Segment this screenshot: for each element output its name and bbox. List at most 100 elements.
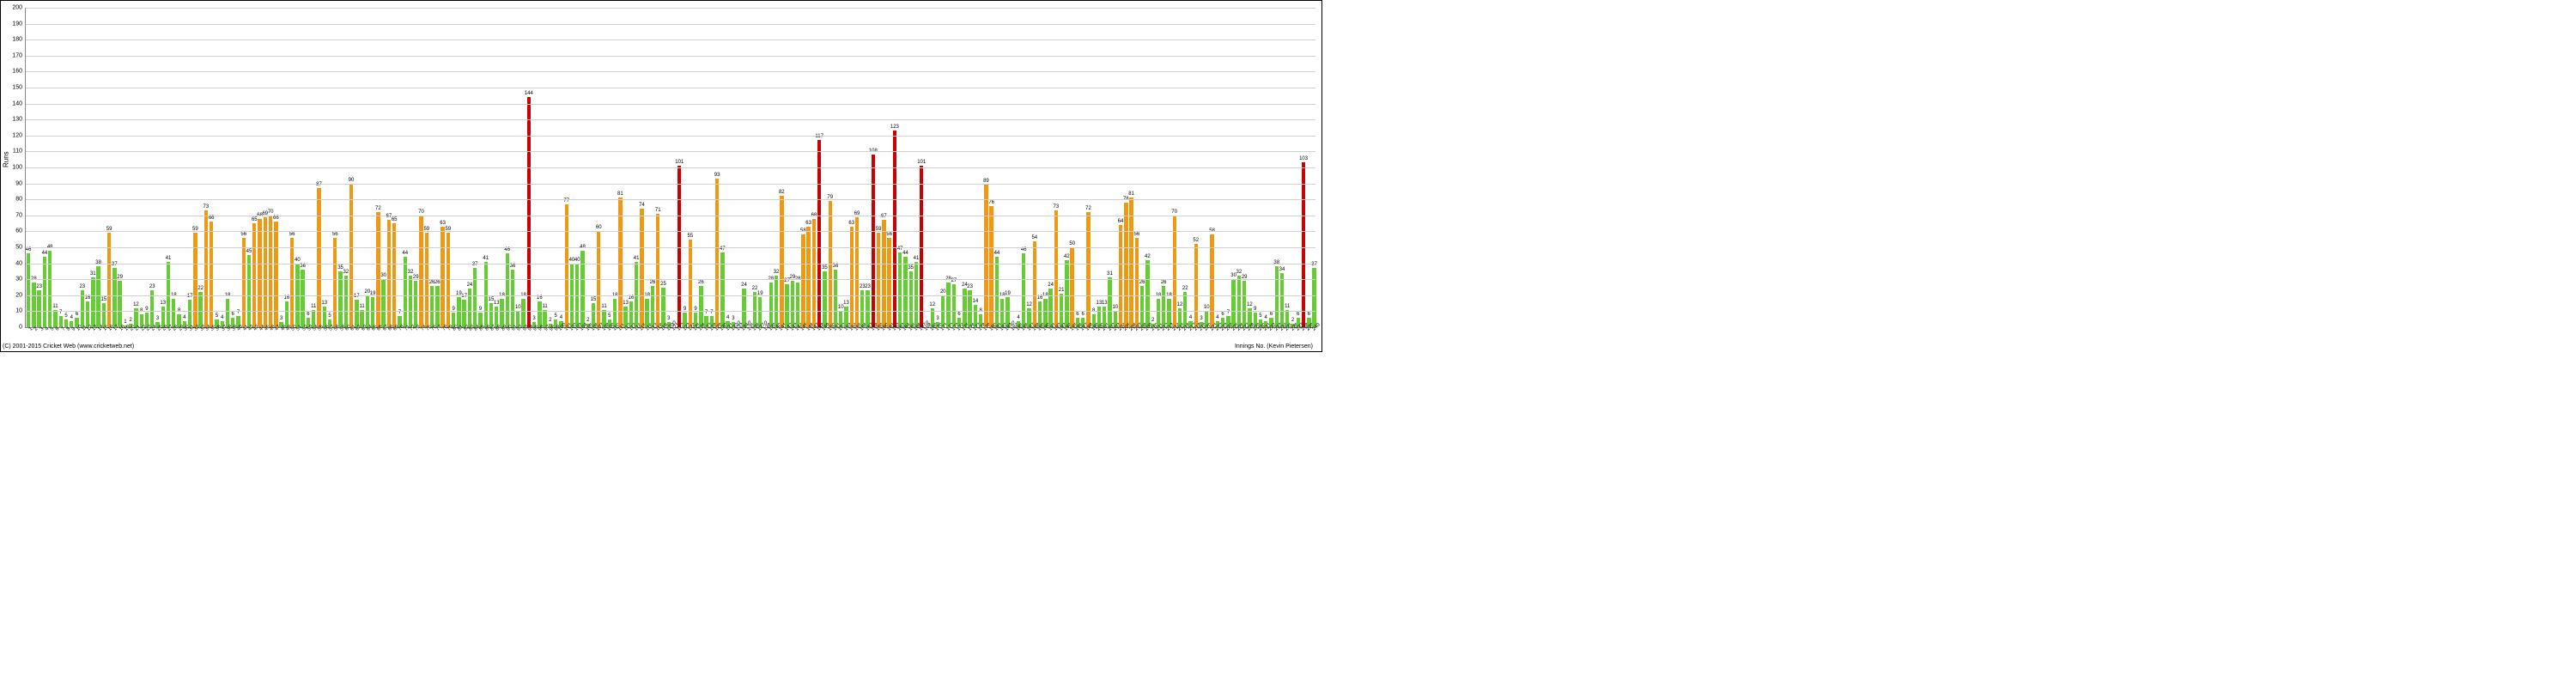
y-tick-label: 170	[12, 52, 26, 58]
runs-bar-chart: 4612822334444851167758496102311161231133…	[0, 0, 1322, 352]
bar: 76	[989, 206, 993, 327]
y-tick-label: 20	[15, 292, 26, 298]
gridline	[26, 279, 1315, 280]
y-tick-label: 150	[12, 85, 26, 91]
bar: 44	[43, 257, 46, 327]
bar-value-label: 5	[608, 313, 611, 319]
bar: 32	[1237, 276, 1241, 327]
bar-value-label: 6	[1270, 312, 1273, 318]
bar: 29	[414, 281, 417, 327]
bar-value-label: 6	[1221, 312, 1224, 318]
gridline	[26, 167, 1315, 168]
bar: 37	[473, 268, 477, 327]
y-axis-label: Runs	[3, 151, 10, 167]
bar: 26	[435, 286, 439, 327]
x-axis-label: Innings No. (Kevin Pietersen)	[1235, 344, 1313, 350]
bar: 42	[1065, 260, 1068, 327]
bar: 63	[440, 227, 444, 327]
bar: 44	[404, 257, 407, 327]
bar: 108	[872, 155, 875, 327]
bar: 73	[1054, 210, 1058, 327]
bar-value-label: 5	[64, 313, 67, 319]
bar: 117	[817, 140, 821, 327]
bar: 36	[301, 270, 304, 327]
gridline	[26, 56, 1315, 57]
bar: 44	[903, 257, 907, 327]
bar: 78	[1124, 203, 1127, 327]
bar: 93	[715, 179, 719, 327]
bar-value-label: 4	[221, 315, 223, 321]
gridline	[26, 104, 1315, 105]
bar: 87	[317, 188, 320, 327]
y-tick-label: 180	[12, 37, 26, 43]
bar: 31	[91, 277, 94, 327]
bar-value-label: 5	[554, 313, 556, 319]
bar: 30	[381, 279, 385, 327]
bar: 31	[1108, 277, 1111, 327]
bar-value-label: 4	[1216, 315, 1218, 321]
y-tick-label: 120	[12, 132, 26, 138]
bar-value-label: 4	[1265, 315, 1267, 321]
y-tick-label: 100	[12, 165, 26, 171]
bar-value-label: 4	[1017, 315, 1019, 321]
y-tick-label: 90	[15, 180, 26, 186]
bar: 52	[1194, 244, 1198, 327]
bar: 58	[1210, 234, 1213, 327]
bar: 36	[511, 270, 514, 327]
y-tick-label: 140	[12, 100, 26, 106]
bar: 55	[689, 240, 692, 327]
y-tick-label: 190	[12, 21, 26, 27]
bar: 63	[850, 227, 854, 327]
bar: 48	[580, 251, 584, 327]
bar-value-label: 6	[232, 312, 234, 318]
bar-value-label: 6	[1076, 312, 1078, 318]
bar: 56	[333, 238, 337, 327]
bar: 103	[1302, 162, 1305, 327]
y-tick-label: 110	[13, 149, 26, 155]
bar: 45	[247, 255, 251, 327]
gridline	[26, 199, 1315, 200]
bar: 144	[527, 97, 531, 327]
y-tick-label: 70	[15, 212, 26, 218]
bar: 123	[893, 131, 896, 327]
gridline	[26, 151, 1315, 152]
bar: 28	[32, 283, 35, 327]
bar: 72	[1086, 212, 1090, 327]
y-tick-label: 10	[15, 308, 26, 314]
bar-value-label: 4	[1189, 315, 1192, 321]
bar-value-label: 4	[70, 315, 73, 321]
y-tick-label: 60	[15, 228, 26, 234]
bar: 77	[565, 204, 568, 327]
gridline	[26, 231, 1315, 232]
plot-area: 4612822334444851167758496102311161231133…	[25, 8, 1315, 328]
gridline	[26, 247, 1315, 248]
bar: 30	[1231, 279, 1235, 327]
gridline	[26, 295, 1315, 296]
bar-value-label: 3	[156, 316, 159, 322]
y-tick-label: 0	[19, 325, 26, 331]
bar: 37	[112, 268, 116, 327]
bar: 46	[506, 253, 509, 327]
bar: 26	[430, 286, 434, 327]
bar: 42	[1145, 260, 1149, 327]
y-tick-label: 50	[15, 245, 26, 251]
bar: 90	[349, 184, 353, 327]
bar-value-label: 6	[307, 312, 309, 318]
gridline	[26, 8, 1315, 9]
bar: 32	[409, 276, 412, 327]
bar: 38	[96, 266, 100, 327]
bar: 63	[806, 227, 810, 327]
bar: 46	[27, 253, 30, 327]
bar: 34	[1280, 273, 1284, 327]
bar: 54	[1033, 241, 1036, 327]
gridline	[26, 311, 1315, 312]
bar-value-label: 6	[1297, 312, 1299, 318]
bar-value-label: 4	[183, 315, 185, 321]
bar: 56	[1135, 238, 1139, 327]
bar-value-label: 5	[328, 313, 331, 319]
bar: 38	[1275, 266, 1279, 327]
bar: 32	[775, 276, 778, 327]
bar-value-label: 6	[76, 312, 78, 318]
copyright-text: (C) 2001-2015 Cricket Web (www.cricketwe…	[3, 344, 134, 350]
bar: 72	[376, 212, 380, 327]
